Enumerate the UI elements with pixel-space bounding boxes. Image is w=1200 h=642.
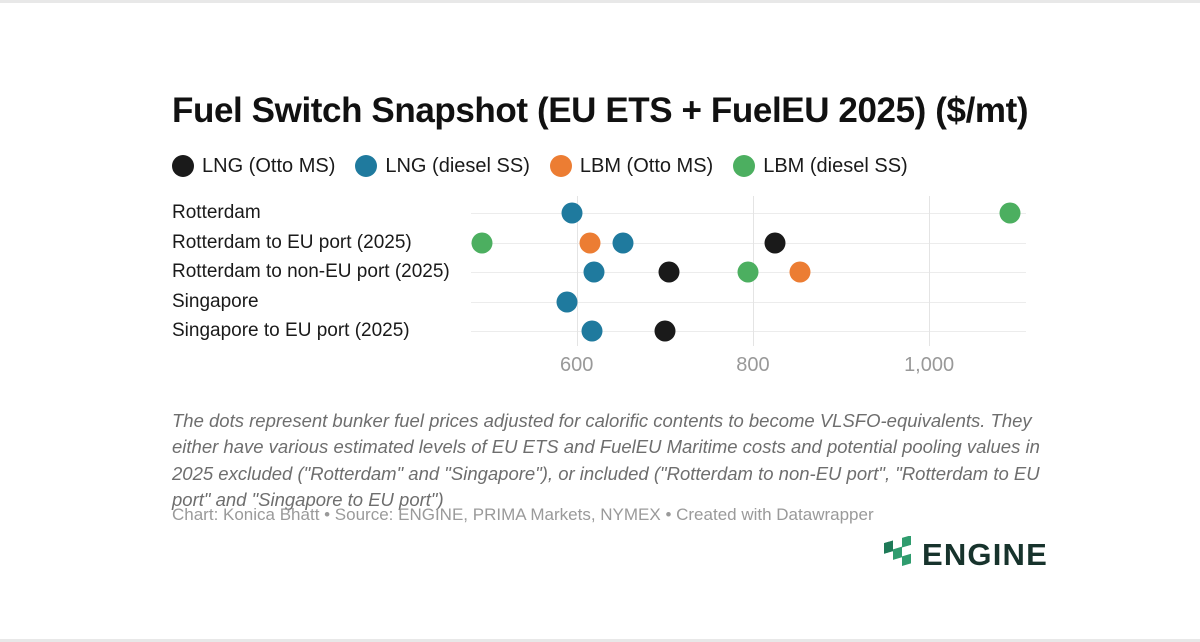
data-point-dot[interactable] — [999, 202, 1021, 224]
chart-legend: LNG (Otto MS) LNG (diesel SS) LBM (Otto MS… — [172, 152, 908, 180]
category-axis-labels: Rotterdam Rotterdam to EU port (2025) Rott… — [172, 196, 464, 346]
legend-item[interactable]: LNG (Otto MS) — [172, 155, 335, 178]
category-label: Singapore to EU port (2025) — [172, 320, 410, 341]
legend-swatch-dot-icon — [172, 155, 194, 177]
x-axis-tick-label: 800 — [736, 354, 770, 376]
data-point-dot[interactable] — [789, 261, 811, 283]
plot-area — [471, 196, 1026, 346]
canvas-bottom-border — [0, 639, 1200, 642]
x-axis-tick-label: 1,000 — [904, 354, 955, 376]
row-gridline — [471, 331, 1026, 332]
category-label: Rotterdam — [172, 202, 261, 223]
legend-item[interactable]: LNG (diesel SS) — [355, 155, 530, 178]
data-point-dot[interactable] — [579, 232, 601, 253]
legend-item-label: LNG (Otto MS) — [202, 154, 336, 177]
x-axis-tick-label: 600 — [560, 354, 594, 376]
data-point-dot[interactable] — [658, 261, 680, 283]
category-label: Singapore — [172, 290, 259, 312]
engine-logo: ENGINE — [883, 534, 1048, 573]
data-point-dot[interactable] — [737, 261, 759, 283]
category-label: Rotterdam to EU port (2025) — [172, 231, 412, 253]
value-gridline — [929, 196, 931, 346]
legend-item-label: LBM (diesel SS) — [763, 154, 908, 177]
legend-swatch-dot-icon — [355, 155, 378, 177]
data-point-dot[interactable] — [764, 232, 786, 253]
data-point-dot[interactable] — [471, 232, 493, 253]
canvas-top-border — [0, 0, 1200, 3]
row-gridline — [471, 242, 1026, 244]
page-title: Fuel Switch Snapshot (EU ETS + FuelEU 20… — [172, 91, 1029, 130]
legend-item-label: LNG (diesel SS) — [385, 154, 530, 177]
data-point-dot[interactable] — [654, 320, 676, 342]
value-axis-ticks: 600 800 1,000 — [471, 346, 1026, 380]
legend-swatch-dot-icon — [549, 155, 572, 177]
row-gridline — [471, 301, 1026, 303]
legend-item[interactable]: LBM (Otto MS) — [549, 154, 714, 178]
legend-item-label: LBM (Otto MS) — [579, 154, 714, 177]
data-point-dot[interactable] — [583, 261, 605, 283]
chart-note: The dots represent bunker fuel prices ad… — [172, 410, 1040, 510]
data-point-dot[interactable] — [561, 202, 583, 224]
plot-wrapper: Rotterdam Rotterdam to EU port (2025) Rott… — [0, 196, 1200, 386]
value-gridline — [576, 196, 578, 346]
row-gridline — [471, 213, 1026, 214]
legend-swatch-dot-icon — [733, 155, 756, 177]
data-point-dot[interactable] — [612, 232, 634, 253]
data-point-dot[interactable] — [556, 291, 578, 312]
engine-h-mark-icon — [883, 534, 913, 573]
chart-credit: Chart: Konica Bhatt • Source: ENGINE, PR… — [172, 505, 874, 524]
data-point-dot[interactable] — [581, 320, 603, 342]
engine-wordmark: ENGINE — [921, 536, 1048, 572]
legend-item[interactable]: LBM (diesel SS) — [733, 155, 908, 178]
category-label: Rotterdam to non-EU port (2025) — [172, 261, 450, 282]
